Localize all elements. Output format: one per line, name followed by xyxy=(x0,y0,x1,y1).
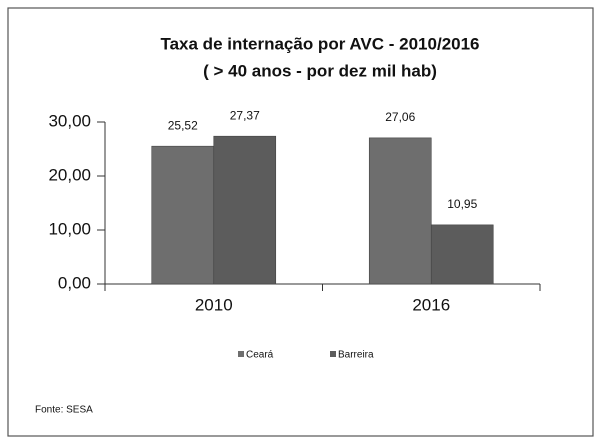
legend-swatch xyxy=(330,351,336,357)
chart-title: Taxa de internação por AVC - 2010/2016 xyxy=(160,34,479,53)
x-tick-label: 2016 xyxy=(412,295,450,314)
legend-label: Barreira xyxy=(338,350,374,361)
legend-label: Ceará xyxy=(246,350,274,361)
y-tick-label: 20,00 xyxy=(48,165,91,184)
y-tick-label: 0,00 xyxy=(58,273,91,292)
value-label: 10,95 xyxy=(447,197,477,211)
bar xyxy=(151,145,215,285)
bar xyxy=(368,137,432,285)
value-label: 27,06 xyxy=(385,110,415,124)
value-label: 27,37 xyxy=(230,108,260,122)
source-note: Fonte: SESA xyxy=(35,405,93,416)
bar xyxy=(213,135,277,285)
y-tick-label: 10,00 xyxy=(48,219,91,238)
value-label: 25,52 xyxy=(168,118,198,132)
bar xyxy=(430,224,494,285)
legend-swatch xyxy=(238,351,244,357)
y-tick-label: 30,00 xyxy=(48,111,91,130)
x-tick-label: 2010 xyxy=(195,295,233,314)
chart-subtitle: ( > 40 anos - por dez mil hab) xyxy=(203,61,437,80)
